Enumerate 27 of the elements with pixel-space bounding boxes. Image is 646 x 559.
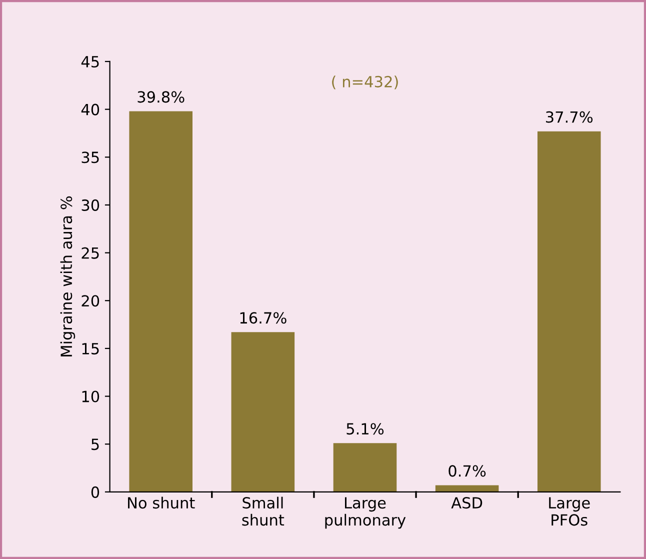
y-tick-label: 15 [82,343,99,354]
data-label: 16.7% [240,312,286,324]
x-tick-label: Large pulmonary [325,497,406,529]
x-tick-label: Small shunt [242,496,284,526]
y-axis-title: Migraine with aura % [60,196,76,356]
bar [129,111,192,492]
y-tick-label: 25 [82,247,99,259]
x-tick-label: Large PFOs [549,497,590,526]
bar [333,443,397,492]
y-tick-label: 5 [92,438,99,450]
data-label: 5.1% [346,423,384,435]
y-tick-label: 35 [82,152,99,164]
bar [231,332,295,492]
data-label: 39.8% [138,91,184,103]
bar [435,485,499,492]
bar [537,131,601,492]
y-tick-label: 45 [81,56,99,68]
y-tick-label: 10 [82,390,100,402]
data-label: 37.7% [546,111,593,123]
y-tick-label: 40 [81,104,100,116]
x-tick-label: No shunt [128,496,195,509]
y-tick-label: 30 [82,199,100,211]
data-label: 0.7% [448,465,486,477]
x-tick-label: ASD [451,497,482,509]
y-tick-label: 20 [82,295,100,307]
annotation: ( n=432) [332,76,398,90]
y-tick-label: 0 [91,486,100,498]
